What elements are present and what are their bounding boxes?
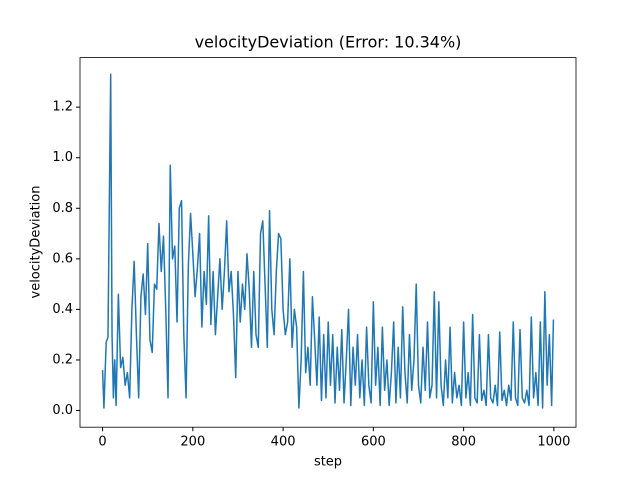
y-tick-label: 0.8 — [52, 201, 73, 216]
x-tick-label: 800 — [451, 435, 476, 450]
chart-title: velocityDeviation (Error: 10.34%) — [195, 33, 462, 52]
y-tick-label: 1.0 — [52, 150, 73, 165]
x-tick-label: 0 — [98, 435, 106, 450]
x-axis-label: step — [314, 455, 342, 470]
y-tick-label: 0.6 — [52, 251, 73, 266]
x-tick-label: 1000 — [537, 435, 570, 450]
data-line — [101, 73, 555, 409]
x-tick-label: 600 — [361, 435, 386, 450]
x-tick-label: 400 — [271, 435, 296, 450]
y-tick-label: 0.0 — [52, 403, 73, 418]
plot-frame — [79, 57, 577, 428]
y-tick-label: 1.2 — [52, 100, 73, 115]
y-axis-label: velocityDeviation — [29, 186, 44, 299]
y-tick-label: 0.4 — [52, 302, 73, 317]
y-tick-label: 0.2 — [52, 352, 73, 367]
x-tick-label: 200 — [180, 435, 205, 450]
